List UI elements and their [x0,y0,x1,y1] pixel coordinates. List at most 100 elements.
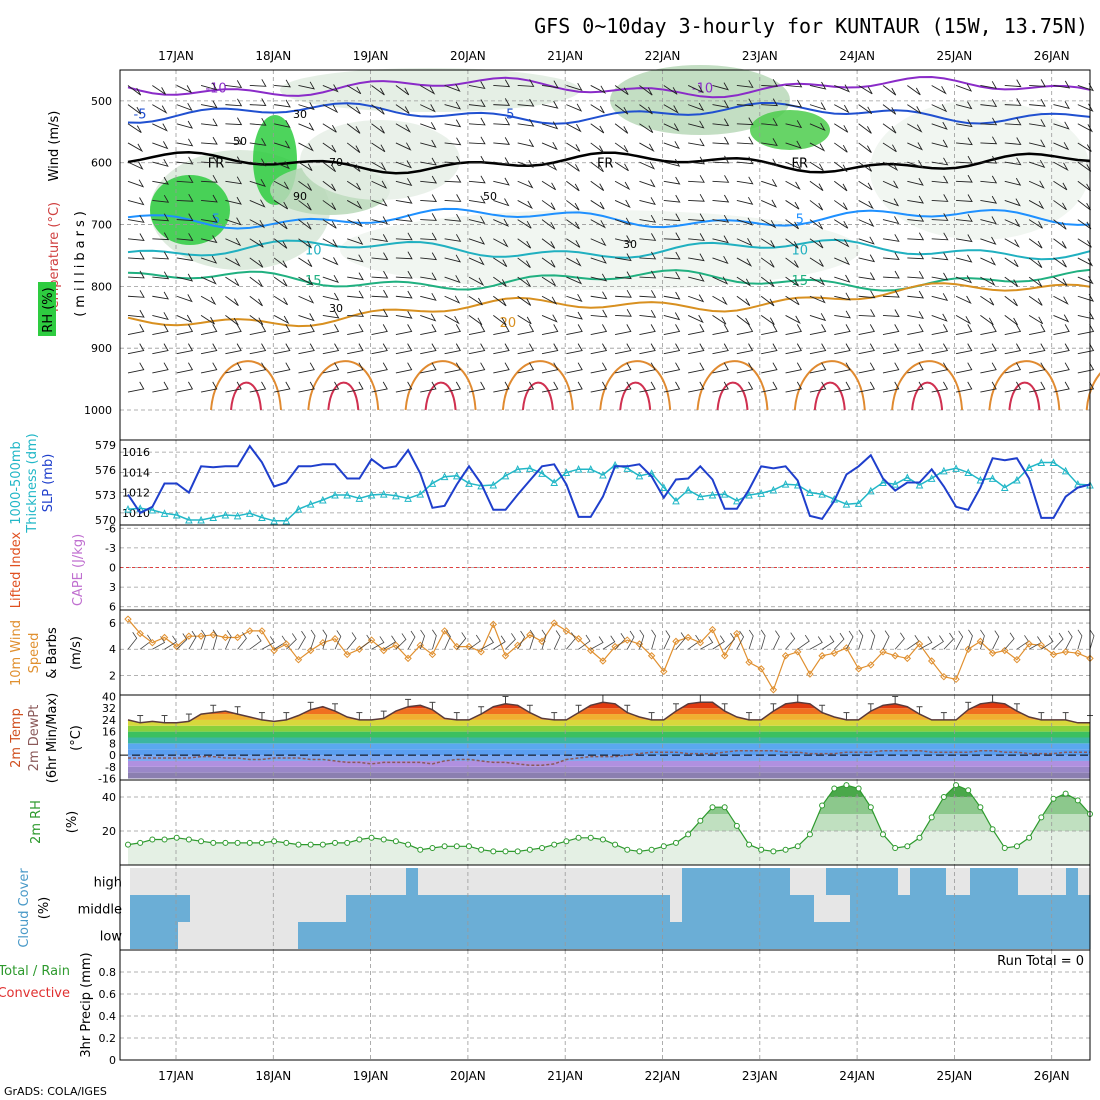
wind-ylabel: 10m Wind Speed & Barbs (m/s) [9,620,84,686]
wind-barb [1077,123,1094,133]
wind-barb [712,255,729,265]
cloud-cell [778,895,791,922]
wind-barb [322,180,336,192]
wind-barb [882,234,900,242]
cloud-cell [982,868,995,895]
wind-barb [858,254,876,263]
rh-point [551,841,558,848]
wind-barb [127,343,145,355]
wind-barb [420,324,437,336]
wind-barb [127,381,145,393]
date-label: 22JAN [645,49,681,63]
temperature-contour [127,102,1091,125]
thickness-point [185,515,193,524]
svg-text:(m/s): (m/s) [69,636,84,670]
wind-barb [346,85,362,95]
wind-barb [201,118,218,127]
wind-barb [615,253,632,262]
wind-barb [371,198,388,207]
temp-band [128,760,1090,767]
wind-barb [931,362,949,374]
wind-barb [907,177,924,186]
wind-barb [736,217,753,226]
wind-barb [614,362,632,374]
wind-barb [517,98,535,107]
cloud-cell [718,922,731,949]
wind-barb [371,309,389,318]
cloud-cell [310,922,323,949]
cloud-cell [682,868,695,895]
cloud-row-label: high [94,876,122,891]
wind-barb [1004,79,1022,88]
svg-text:2m RH: 2m RH [29,800,44,844]
cloud-cell [346,922,359,949]
wind-barb [736,238,753,247]
cloud-cell [874,895,887,922]
wind-barb [541,200,556,211]
wind-speed-point [708,625,717,634]
wind-barb [517,139,535,148]
wind-speed-point [124,615,132,623]
cloud-cell [154,868,167,895]
wind-barb [785,99,803,108]
thickness-point [197,515,205,524]
rh-point [575,834,582,841]
wind-barb [517,381,535,393]
wind-barb [127,362,145,374]
wind-barb [931,313,948,322]
wind-barb [395,310,413,319]
rh-point [940,794,947,800]
cloud-cell [214,922,227,949]
wind-barb [785,315,801,325]
thickness-point [940,466,948,475]
wind-barb [273,140,291,149]
wind-barb [980,381,997,393]
wind-barb [249,276,263,288]
date-label: 20JAN [450,49,486,63]
wind-barb [761,118,778,126]
wind-barb [322,219,337,229]
wind-barb [980,324,997,336]
cloud-cell [298,868,311,895]
wind-barb [468,155,486,164]
wind-barb [347,290,364,299]
wind-speed-point [660,667,668,676]
wind-barb [493,117,511,126]
wind-barb [420,381,437,393]
wind-barb [931,121,948,130]
cloud-cell [586,922,599,949]
wind-barb [371,343,388,355]
thickness-point [854,499,863,507]
wind-barb [736,136,754,145]
wind-barb [273,180,290,190]
wind-barb [736,324,754,336]
cloud-cell [286,922,299,949]
cloud-cell [322,895,335,922]
wind-barb [395,251,413,260]
cloud-cell [886,922,899,949]
wind-barb [882,343,900,355]
wind-barb [809,343,827,355]
thickness-point [282,516,291,525]
cloud-cell [682,895,695,922]
rh-point [916,834,923,841]
wind-barb [407,630,416,650]
thickness-point [903,473,912,481]
wind-barb [907,251,925,260]
cloud-cell [1066,895,1079,922]
svg-text:(millibars): (millibars) [73,207,88,317]
thickness-point [1049,458,1058,466]
wind-barb [541,238,556,249]
wind-barb [688,324,705,336]
wind-barb [614,381,632,393]
cloud-cell [814,895,827,922]
wind-barb [809,381,827,393]
cloud-cell [202,922,215,949]
wind-barb [274,381,291,393]
wind-barb [907,324,924,336]
contour-label: 15 [305,274,322,289]
cloud-cell [166,895,179,922]
wind-barb [200,324,218,336]
wind-barb [371,180,388,189]
wind-barb [834,142,848,153]
